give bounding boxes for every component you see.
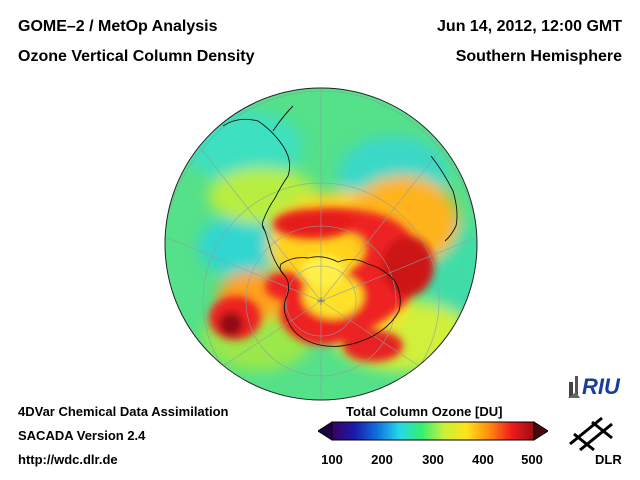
colorbar-tick: 200 <box>371 452 393 467</box>
colorbar-gradient <box>331 421 535 441</box>
website-link[interactable]: http://wdc.dlr.de <box>18 452 118 467</box>
colorbar-tick: 500 <box>521 452 543 467</box>
quantity-title: Ozone Vertical Column Density <box>18 48 255 65</box>
ozone-globe-map <box>164 87 478 401</box>
dlr-logo-icon <box>569 416 613 452</box>
version-label: SACADA Version 2.4 <box>18 428 146 443</box>
riu-logo-text: RIU <box>582 374 620 399</box>
dlr-logo-text: DLR <box>595 452 622 467</box>
colorbar-title: Total Column Ozone [DU] <box>346 404 503 419</box>
datetime-label: Jun 14, 2012, 12:00 GMT <box>437 18 622 35</box>
globe-outline <box>164 87 478 401</box>
region-label: Southern Hemisphere <box>455 48 622 65</box>
ozone-field <box>165 88 477 400</box>
colorbar-min-arrow <box>318 421 333 441</box>
method-label: 4DVar Chemical Data Assimilation <box>18 404 229 419</box>
riu-logo-icon <box>568 376 580 398</box>
colorbar-tick: 300 <box>422 452 444 467</box>
colorbar-max-arrow <box>533 421 548 441</box>
colorbar <box>318 421 548 441</box>
graticule <box>165 88 477 400</box>
product-title: GOME–2 / MetOp Analysis <box>18 18 218 35</box>
south-pole-marker <box>317 297 325 305</box>
colorbar-tick: 400 <box>472 452 494 467</box>
colorbar-tick: 100 <box>321 452 343 467</box>
